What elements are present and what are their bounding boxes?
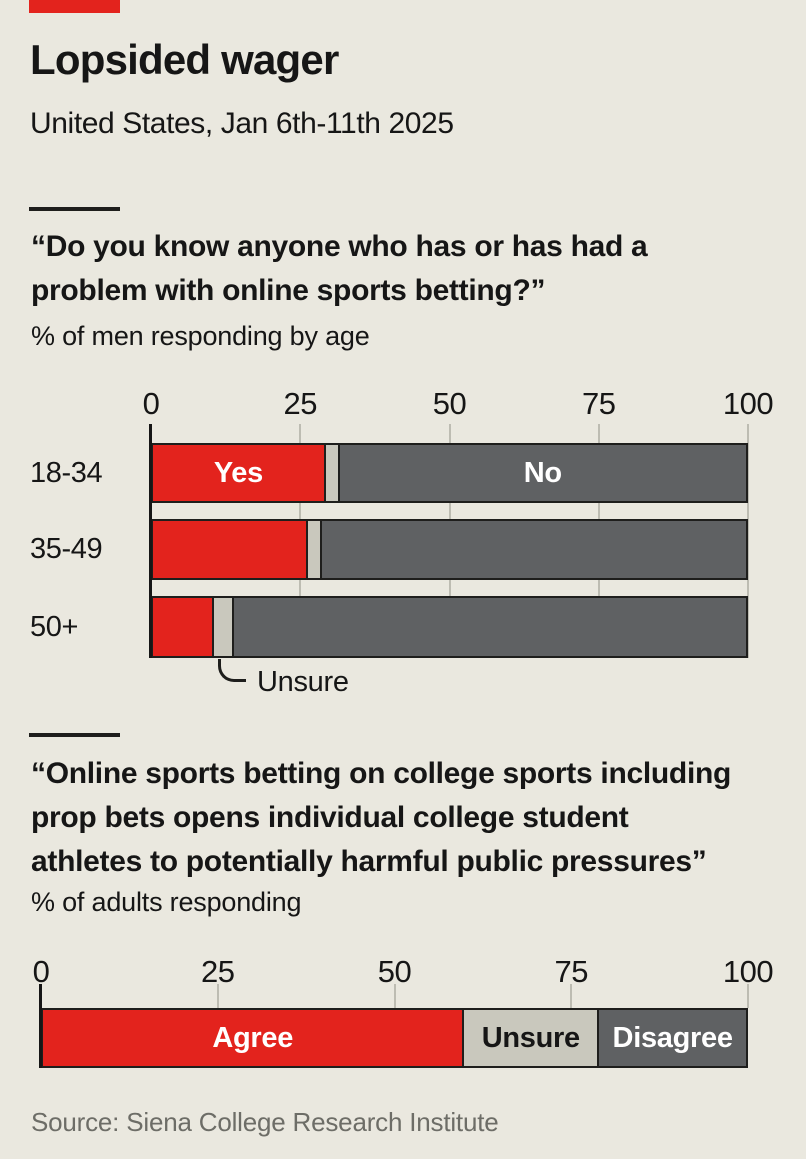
gridline bbox=[747, 984, 749, 1008]
bar-row: Agree Unsure Disagree bbox=[41, 1008, 748, 1068]
chart-1-category-labels: 18-34 35-49 50+ bbox=[30, 443, 148, 658]
section-divider-1 bbox=[29, 207, 120, 211]
bar-segment-yes: Yes bbox=[153, 445, 324, 501]
bar-segment-unsure bbox=[306, 521, 320, 578]
bar-segment-unsure bbox=[323, 445, 338, 501]
x-tick-label: 0 bbox=[142, 386, 160, 421]
chart-1-axis-line bbox=[148, 424, 152, 658]
question-1: “Do you know anyone who has or has had a… bbox=[31, 225, 648, 313]
x-tick-label: 75 bbox=[554, 954, 589, 989]
bar-segment-yes bbox=[153, 521, 307, 578]
x-tick-label: 100 bbox=[722, 954, 774, 989]
bar-segment-yes bbox=[153, 598, 212, 656]
bar-row: Yes No bbox=[151, 443, 748, 503]
bar-row bbox=[151, 519, 748, 580]
chart-1-bars: Yes No bbox=[151, 443, 748, 658]
gridline bbox=[216, 984, 219, 1008]
chart-1-x-axis: 0 25 50 75 100 bbox=[143, 386, 774, 421]
chart-2-gridlines bbox=[41, 984, 749, 1008]
x-tick-label: 50 bbox=[432, 386, 467, 421]
chart-2-axis-line bbox=[38, 984, 42, 1068]
section-divider-2 bbox=[29, 733, 120, 737]
bar-segment-no: No bbox=[337, 445, 746, 501]
category-label: 18-34 bbox=[30, 456, 103, 489]
bar-segment-label: Unsure bbox=[481, 1021, 580, 1054]
bar-segment-label: No bbox=[523, 456, 562, 489]
question-2: “Online sports betting on college sports… bbox=[31, 752, 731, 884]
page-title: Lopsided wager bbox=[30, 36, 339, 83]
x-tick-label: 75 bbox=[582, 386, 616, 421]
bar-segment-no bbox=[319, 521, 746, 578]
question-1-line-2: problem with online sports betting?” bbox=[31, 274, 546, 307]
gridline bbox=[570, 984, 573, 1008]
bar-segment-label: Yes bbox=[213, 456, 263, 489]
x-tick-label: 100 bbox=[722, 386, 774, 421]
x-tick-label: 0 bbox=[32, 954, 50, 989]
source-note: Source: Siena College Research Institute bbox=[31, 1107, 499, 1137]
x-tick-label: 25 bbox=[283, 386, 318, 421]
question-2-line-2: prop bets opens individual college stude… bbox=[31, 801, 629, 834]
bar-segment-label: Disagree bbox=[612, 1021, 733, 1054]
bar-segment-unsure bbox=[211, 598, 232, 656]
question-2-line-1: “Online sports betting on college sports… bbox=[31, 757, 732, 790]
bar-segment-agree: Agree bbox=[43, 1010, 463, 1066]
bar-segment-unsure: Unsure bbox=[462, 1010, 598, 1066]
chart-2-x-axis: 0 25 50 75 100 bbox=[33, 954, 774, 989]
question-2-line-3: athletes to potentially harmful public p… bbox=[31, 845, 707, 878]
category-label: 35-49 bbox=[30, 533, 103, 565]
question-1-line-1: “Do you know anyone who has or has had a bbox=[31, 230, 648, 263]
x-tick-label: 50 bbox=[377, 954, 412, 989]
page-subtitle: United States, Jan 6th-11th 2025 bbox=[30, 107, 454, 140]
unsure-callout-label: Unsure bbox=[257, 666, 349, 698]
chart-1-unit-label: % of men responding by age bbox=[31, 321, 370, 351]
bar-segment-disagree: Disagree bbox=[597, 1010, 747, 1066]
unsure-callout-line bbox=[218, 659, 246, 682]
gridline bbox=[393, 984, 396, 1008]
category-label: 50+ bbox=[30, 610, 78, 643]
bar-segment-label: Agree bbox=[212, 1021, 294, 1054]
gridline bbox=[747, 424, 749, 658]
chart-2-unit-label: % of adults responding bbox=[31, 887, 302, 917]
chart-2-bars: Agree Unsure Disagree bbox=[41, 1008, 748, 1068]
x-tick-label: 25 bbox=[201, 954, 235, 989]
economist-red-tab bbox=[29, 0, 120, 13]
bar-segment-no bbox=[231, 598, 747, 656]
bar-row bbox=[151, 596, 748, 658]
